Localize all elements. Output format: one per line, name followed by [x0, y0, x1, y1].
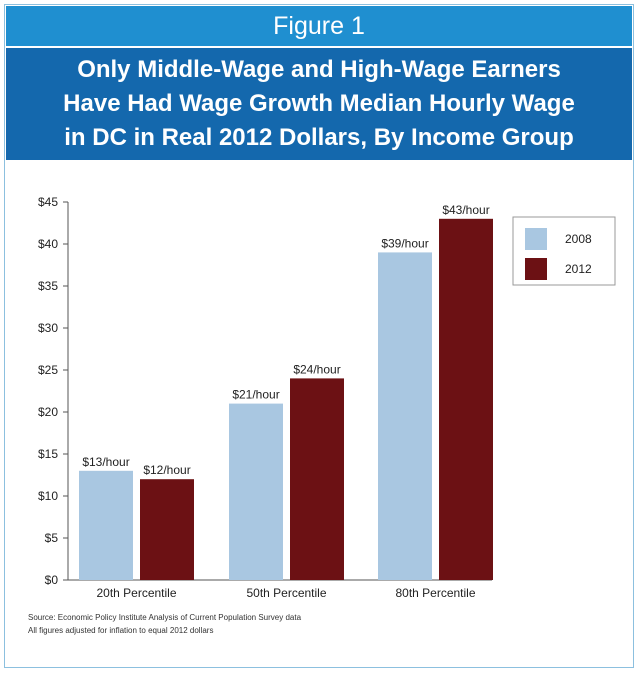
chart-title-line-3: in DC in Real 2012 Dollars, By Income Gr… — [64, 124, 574, 151]
bar-2012-1 — [140, 479, 194, 580]
chart-title-line-2: Have Had Wage Growth Median Hourly Wage — [63, 90, 575, 117]
category-label-2: 50th Percentile — [246, 586, 326, 600]
chart-title: Only Middle-Wage and High-Wage Earners H… — [6, 48, 632, 160]
legend-label-2008: 2008 — [565, 232, 592, 246]
figure-label: Figure 1 — [6, 6, 632, 46]
chart-notes: Source: Economic Policy Institute Analys… — [28, 611, 301, 637]
bar-2008-3 — [378, 252, 432, 580]
y-tick-label: $20 — [38, 405, 58, 419]
y-tick-label: $10 — [38, 489, 58, 503]
legend-swatch-2012 — [525, 258, 547, 280]
y-tick-label: $5 — [45, 531, 59, 545]
data-label-2012-3: $43/hour — [442, 203, 489, 217]
y-tick-label: $25 — [38, 363, 58, 377]
legend-label-2012: 2012 — [565, 262, 592, 276]
category-label-3: 80th Percentile — [395, 586, 475, 600]
bar-2012-2 — [290, 378, 344, 580]
bar-2008-2 — [229, 403, 283, 580]
legend-swatch-2008 — [525, 228, 547, 250]
y-tick-label: $35 — [38, 279, 58, 293]
y-tick-label: $15 — [38, 447, 58, 461]
y-tick-label: $0 — [45, 573, 59, 587]
category-label-1: 20th Percentile — [96, 586, 176, 600]
bar-2008-1 — [79, 470, 133, 580]
inflation-note: All figures adjusted for inflation to eq… — [28, 626, 214, 635]
bar-2012-3 — [439, 218, 493, 581]
y-tick-label: $40 — [38, 237, 58, 251]
data-label-2012-2: $24/hour — [293, 362, 340, 376]
chart-title-line-1: Only Middle-Wage and High-Wage Earners — [77, 56, 561, 83]
data-label-2012-1: $12/hour — [143, 463, 190, 477]
source-note: Source: Economic Policy Institute Analys… — [28, 613, 302, 622]
data-label-2008-2: $21/hour — [232, 388, 279, 402]
y-tick-label: $30 — [38, 321, 58, 335]
y-tick-label: $45 — [38, 195, 58, 209]
data-label-2008-3: $39/hour — [381, 236, 428, 250]
data-label-2008-1: $13/hour — [82, 455, 129, 469]
